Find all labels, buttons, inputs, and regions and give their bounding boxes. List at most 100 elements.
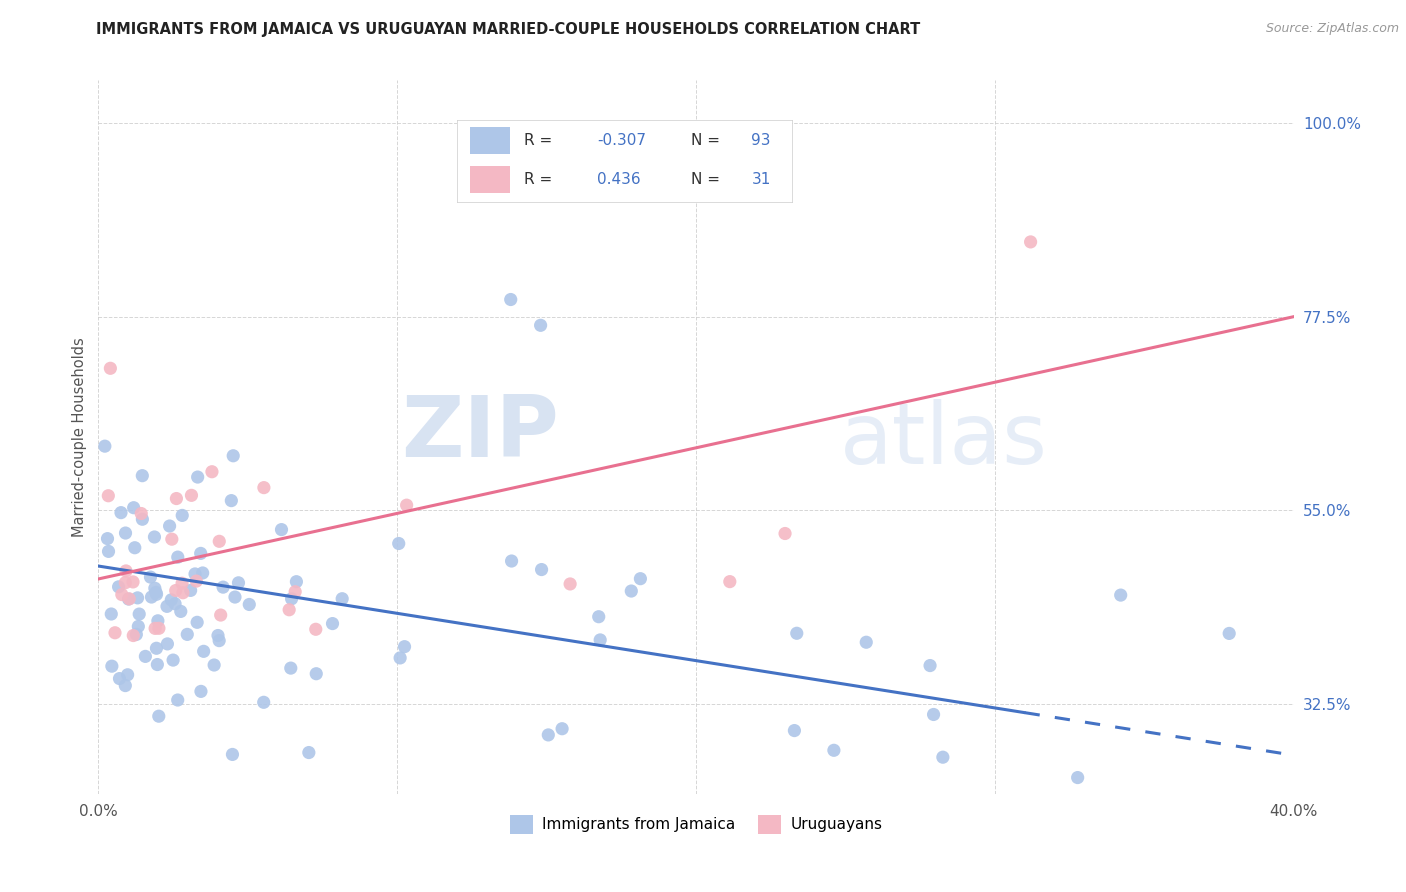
Point bbox=[134, 649, 156, 664]
Point bbox=[932, 750, 955, 764]
Point bbox=[855, 635, 877, 649]
Point bbox=[305, 666, 328, 681]
Point bbox=[208, 633, 231, 648]
Point bbox=[145, 641, 167, 656]
Point bbox=[551, 722, 574, 736]
Point bbox=[620, 584, 643, 599]
Point bbox=[101, 659, 124, 673]
Point bbox=[97, 489, 120, 503]
Point bbox=[131, 468, 153, 483]
Point bbox=[558, 577, 581, 591]
Point bbox=[117, 667, 139, 681]
Point bbox=[298, 746, 321, 760]
Point bbox=[122, 500, 145, 515]
Point bbox=[162, 653, 184, 667]
Point bbox=[104, 625, 127, 640]
Point bbox=[165, 583, 187, 598]
Point bbox=[221, 493, 243, 508]
Point bbox=[201, 465, 224, 479]
Point bbox=[127, 619, 149, 633]
Point bbox=[394, 640, 416, 654]
Point bbox=[110, 506, 132, 520]
Point bbox=[270, 523, 292, 537]
Point bbox=[186, 574, 208, 588]
Point bbox=[124, 541, 146, 555]
Point bbox=[125, 627, 148, 641]
Point bbox=[305, 622, 328, 636]
Point bbox=[1109, 588, 1132, 602]
Point bbox=[114, 526, 136, 541]
Point bbox=[773, 526, 796, 541]
Point bbox=[918, 658, 941, 673]
Point bbox=[190, 684, 212, 698]
Text: atlas: atlas bbox=[839, 399, 1047, 483]
Point bbox=[141, 590, 163, 604]
Point bbox=[172, 508, 194, 523]
Point bbox=[111, 588, 134, 602]
Point bbox=[180, 488, 202, 502]
Point bbox=[117, 592, 139, 607]
Point bbox=[285, 574, 308, 589]
Point bbox=[98, 361, 122, 376]
Point bbox=[108, 672, 131, 686]
Point bbox=[1218, 626, 1240, 640]
Point bbox=[253, 695, 276, 709]
Text: IMMIGRANTS FROM JAMAICA VS URUGUAYAN MARRIED-COUPLE HOUSEHOLDS CORRELATION CHART: IMMIGRANTS FROM JAMAICA VS URUGUAYAN MAR… bbox=[96, 22, 920, 37]
Point bbox=[156, 637, 179, 651]
Point bbox=[284, 584, 307, 599]
Point bbox=[589, 632, 612, 647]
Point bbox=[165, 491, 187, 506]
Point bbox=[129, 507, 152, 521]
Point bbox=[786, 626, 808, 640]
Point bbox=[718, 574, 741, 589]
Point bbox=[143, 581, 166, 595]
Point bbox=[190, 546, 212, 560]
Point bbox=[165, 597, 187, 611]
Point bbox=[145, 587, 167, 601]
Point bbox=[145, 585, 167, 599]
Point bbox=[143, 621, 166, 635]
Point bbox=[148, 709, 170, 723]
Point bbox=[148, 621, 170, 635]
Point bbox=[950, 875, 973, 889]
Point bbox=[207, 628, 229, 642]
Point bbox=[127, 591, 149, 605]
Point bbox=[122, 628, 145, 642]
Point bbox=[160, 592, 183, 607]
Point bbox=[1066, 771, 1088, 785]
Point bbox=[221, 747, 243, 762]
Y-axis label: Married-couple Households: Married-couple Households bbox=[72, 337, 87, 537]
Point bbox=[159, 519, 181, 533]
Point bbox=[228, 575, 250, 590]
Point bbox=[253, 481, 276, 495]
Point bbox=[330, 591, 353, 606]
Point bbox=[212, 580, 235, 594]
Point bbox=[172, 586, 194, 600]
Point bbox=[193, 644, 215, 658]
Point bbox=[389, 651, 412, 665]
Point bbox=[202, 658, 225, 673]
Point bbox=[395, 498, 418, 512]
Point bbox=[588, 609, 610, 624]
Point bbox=[139, 570, 162, 584]
Point bbox=[172, 576, 194, 591]
Point bbox=[186, 615, 208, 630]
Point bbox=[146, 657, 169, 672]
Point bbox=[146, 614, 169, 628]
Point bbox=[115, 564, 138, 578]
Point bbox=[160, 532, 183, 546]
Point bbox=[96, 532, 118, 546]
Point bbox=[122, 574, 145, 589]
Point bbox=[530, 563, 553, 577]
Point bbox=[170, 604, 193, 618]
Legend: Immigrants from Jamaica, Uruguayans: Immigrants from Jamaica, Uruguayans bbox=[503, 809, 889, 839]
Point bbox=[321, 616, 343, 631]
Point bbox=[191, 566, 214, 580]
Point bbox=[166, 550, 188, 565]
Point bbox=[107, 580, 129, 594]
Point bbox=[176, 627, 198, 641]
Point bbox=[537, 728, 560, 742]
Point bbox=[224, 590, 246, 604]
Point bbox=[118, 591, 141, 606]
Point bbox=[238, 598, 260, 612]
